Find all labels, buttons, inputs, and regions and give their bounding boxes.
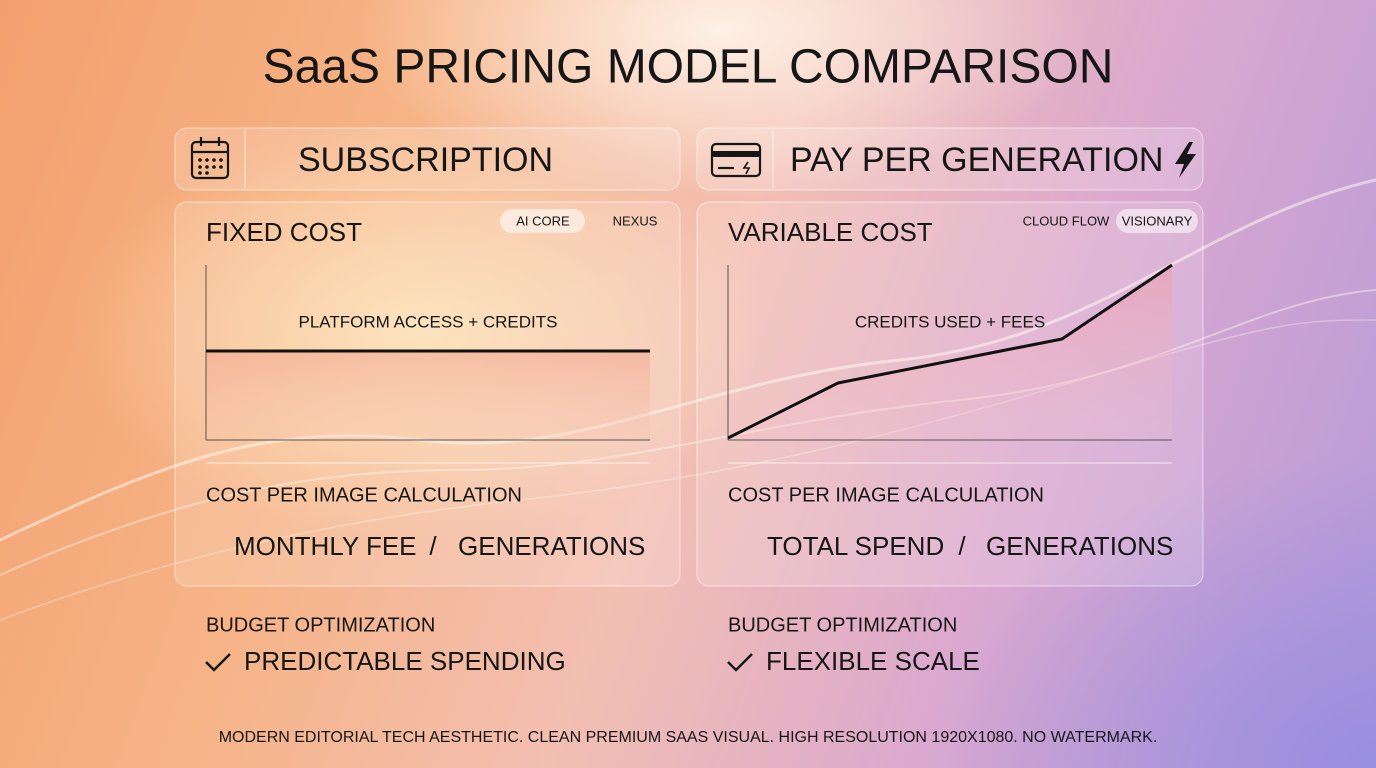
budget-label: BUDGET OPTIMIZATION	[728, 614, 957, 636]
background-waves	[0, 178, 1376, 621]
check-icon	[205, 653, 231, 672]
title: SaaS PRICING MODEL COMPARISON	[263, 41, 1114, 94]
card-icon	[710, 142, 762, 178]
benefit: FLEXIBLE SCALE	[766, 646, 980, 676]
formula-term: GENERATIONS	[986, 531, 1173, 561]
benefit: PREDICTABLE SPENDING	[244, 646, 566, 676]
formula-term: TOTAL SPEND	[767, 531, 944, 561]
panel-header	[174, 127, 681, 191]
area	[728, 265, 1172, 440]
panel-title: SUBSCRIPTION	[298, 141, 553, 179]
tag: CLOUD FLOW	[1023, 213, 1110, 228]
tag: NEXUS	[613, 213, 658, 228]
calc-label: COST PER IMAGE CALCULATION	[206, 484, 522, 506]
chart-label: PLATFORM ACCESS + CREDITS	[299, 312, 558, 331]
cost-label: FIXED COST	[206, 217, 362, 247]
tag-pill	[1116, 209, 1198, 233]
formula-operator: /	[958, 531, 966, 561]
cost-line	[727, 263, 1173, 440]
calc-label: COST PER IMAGE CALCULATION	[728, 484, 1044, 506]
tag-pill	[500, 209, 585, 233]
panel-title: PAY PER GENERATION	[790, 141, 1163, 179]
tag: VISIONARY	[1122, 213, 1193, 228]
chart-label: CREDITS USED + FEES	[855, 312, 1045, 331]
tag: AI CORE	[516, 213, 570, 228]
formula-term: GENERATIONS	[458, 531, 645, 561]
formula-term: MONTHLY FEE	[234, 531, 417, 561]
footer: MODERN EDITORIAL TECH AESTHETIC. CLEAN P…	[219, 729, 1158, 746]
bolt-icon	[1175, 142, 1196, 178]
calendar-icon	[190, 137, 230, 180]
area	[206, 351, 650, 440]
panel-header	[696, 127, 1204, 191]
formula-operator: /	[429, 531, 437, 561]
budget-label: BUDGET OPTIMIZATION	[206, 614, 435, 636]
check-icon	[727, 653, 753, 672]
cost-label: VARIABLE COST	[728, 217, 933, 247]
